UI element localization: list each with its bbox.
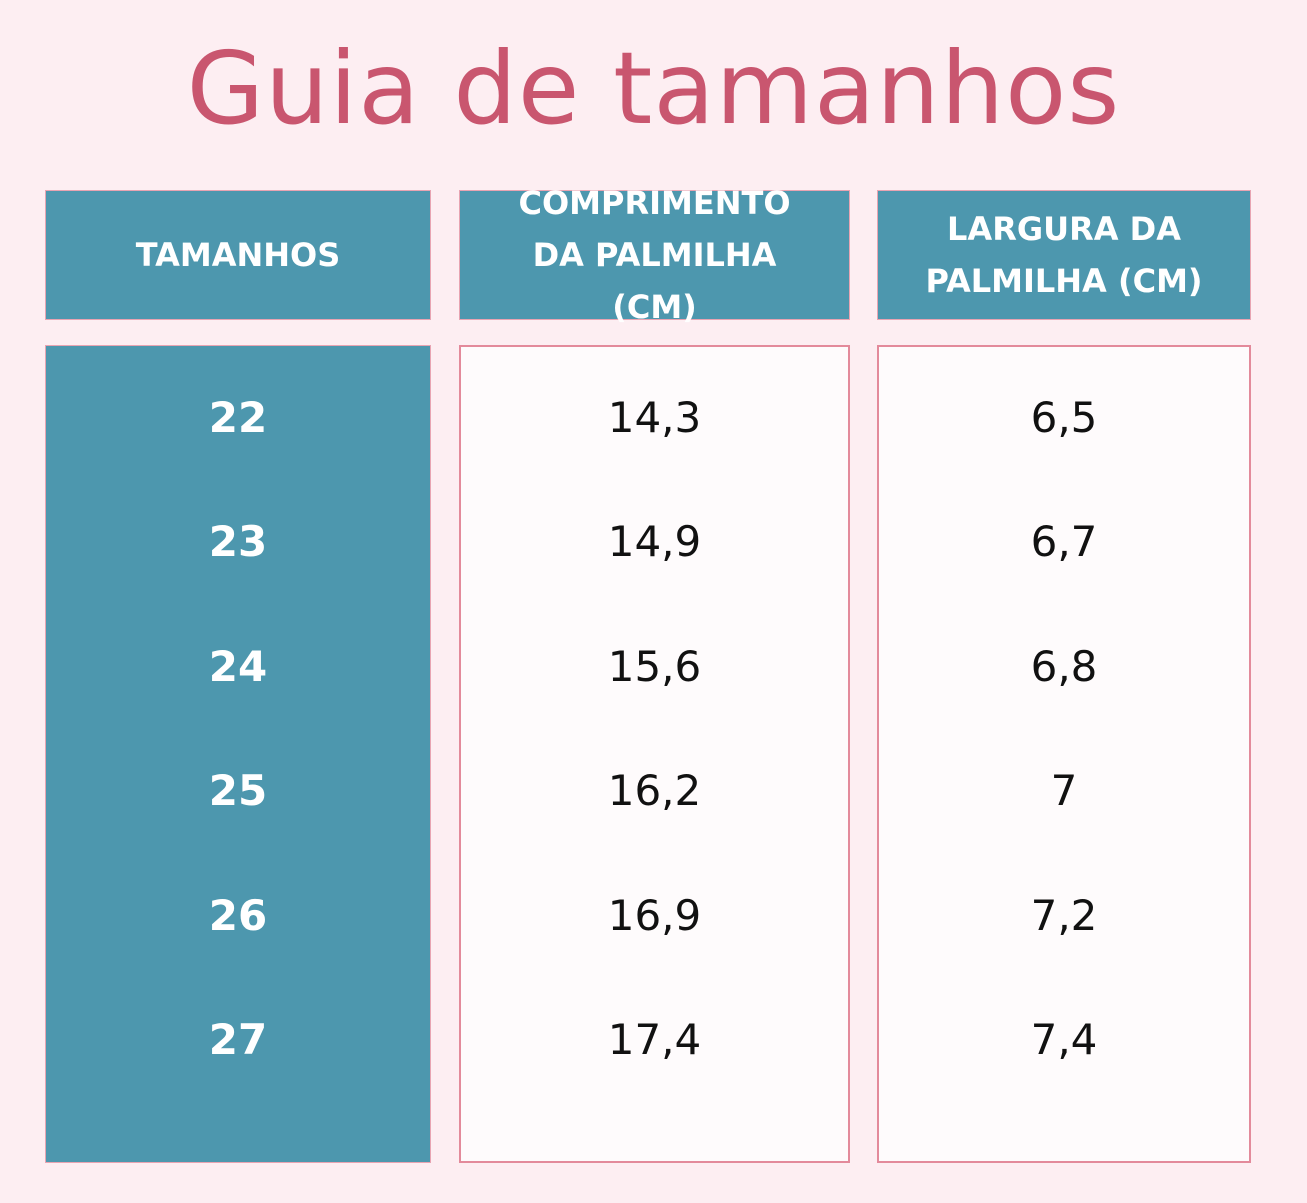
size-cell: 22 — [208, 393, 268, 442]
measure-cell: 7,2 — [1030, 890, 1098, 940]
measure-cell: 7 — [1050, 766, 1078, 816]
measure-cell: 14,3 — [607, 393, 702, 442]
measure-cell: 16,9 — [607, 890, 702, 940]
measure-cell: 7,4 — [1030, 1015, 1098, 1064]
size-cell: 27 — [208, 1015, 268, 1064]
measure-cell: 6,7 — [1030, 517, 1098, 567]
size-cell: 23 — [208, 517, 268, 567]
measure-cell: 16,2 — [607, 766, 702, 816]
measure-cell: 17,4 — [607, 1015, 702, 1064]
measure-cell: 6,5 — [1030, 393, 1098, 442]
measure-cell: 14,9 — [607, 517, 702, 567]
column-header: TAMANHOS — [45, 190, 431, 320]
column-header: LARGURA DA PALMILHA (CM) — [877, 190, 1251, 320]
size-cell: 24 — [208, 641, 268, 691]
column-body: 6,5 6,7 6,8 7 7,2 7,4 — [877, 345, 1251, 1163]
size-cell: 26 — [208, 890, 268, 940]
measure-cell: 6,8 — [1030, 641, 1098, 691]
column-body: 22 23 24 25 26 27 — [45, 345, 431, 1163]
measure-cell: 15,6 — [607, 641, 702, 691]
size-cell: 25 — [208, 766, 268, 816]
title: Guia de tamanhos — [186, 30, 1121, 147]
column-body: 14,3 14,9 15,6 16,2 16,9 17,4 — [459, 345, 850, 1163]
column-header: COMPRIMENTO DA PALMILHA (CM) — [459, 184, 850, 326]
